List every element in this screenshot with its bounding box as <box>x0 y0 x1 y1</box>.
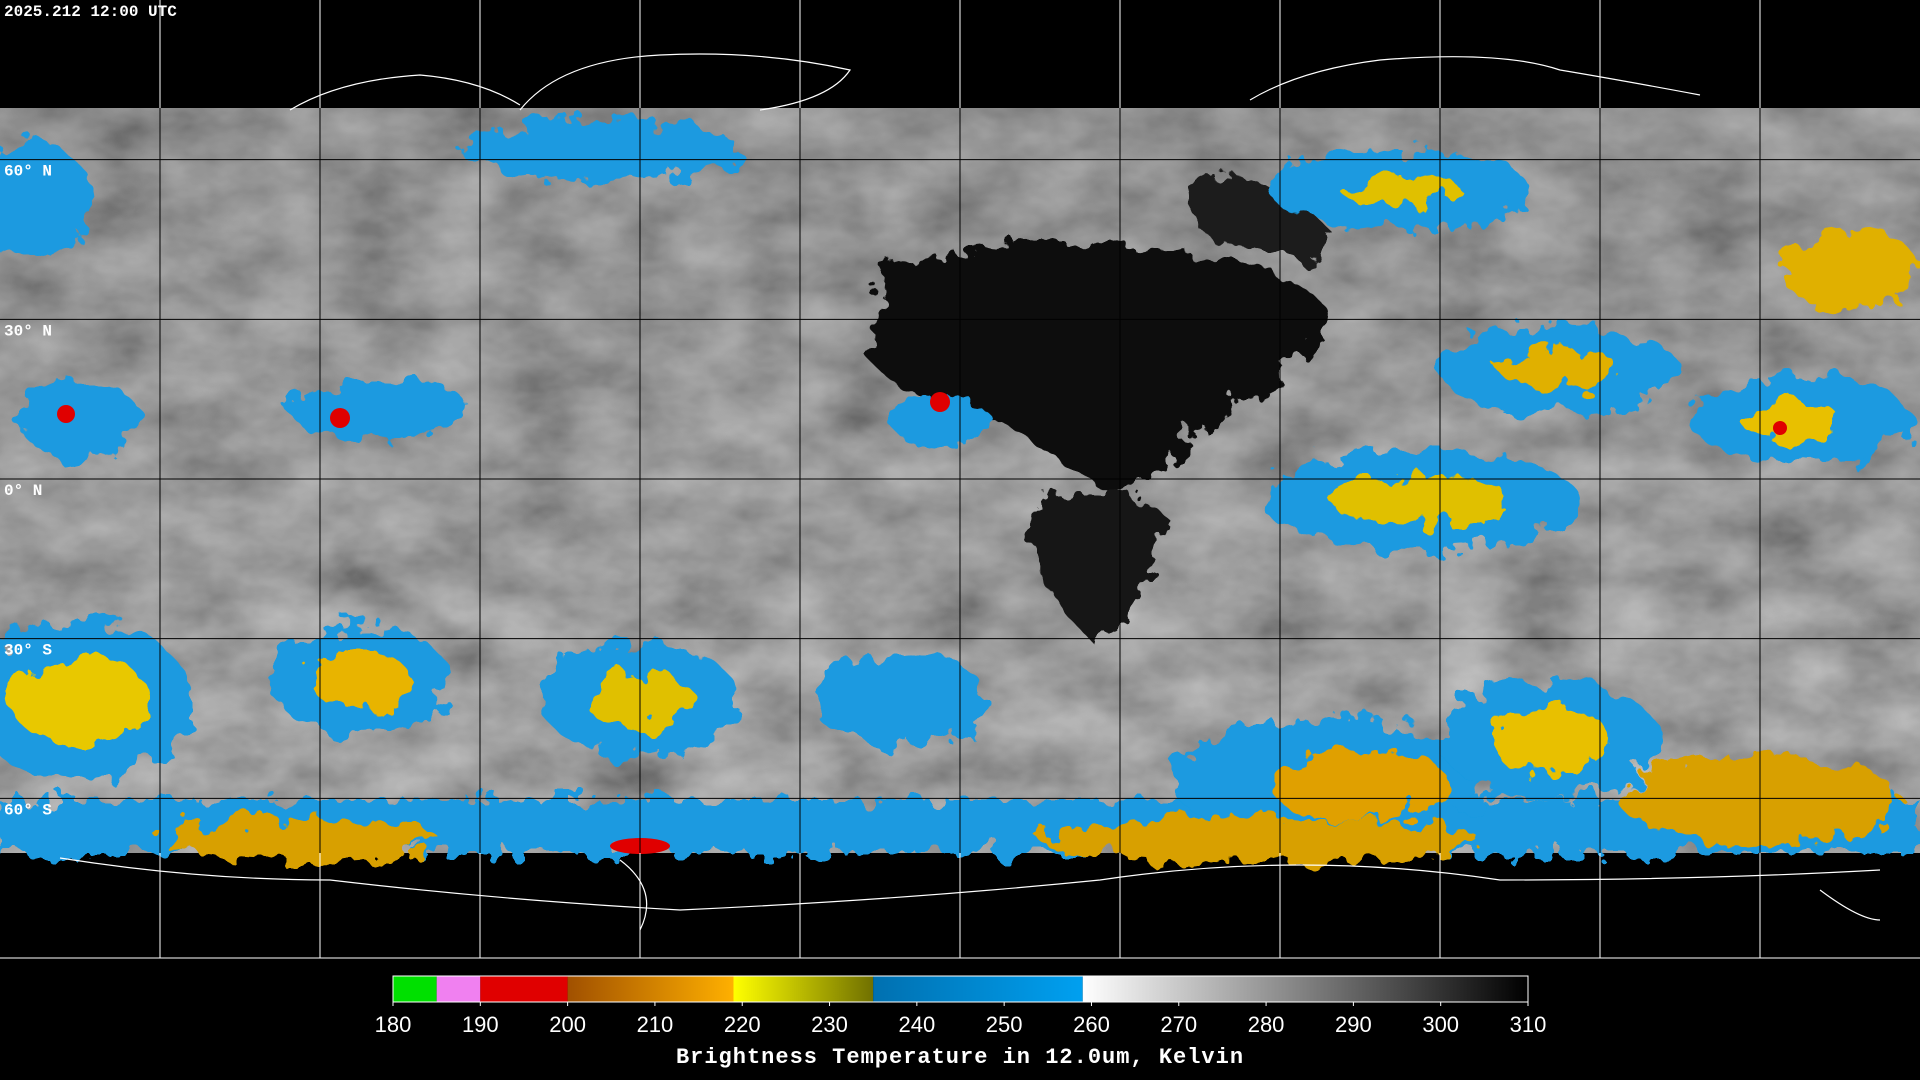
colorbar-tick-label: 190 <box>462 1012 499 1037</box>
colorbar-segment <box>733 976 874 1002</box>
latitude-label: 60° S <box>4 801 52 819</box>
colorbar-tick-label: 290 <box>1335 1012 1372 1037</box>
colorbar-tick-label: 310 <box>1510 1012 1547 1037</box>
colorbar-tick-label: 180 <box>375 1012 412 1037</box>
colorbar-tick-label: 220 <box>724 1012 761 1037</box>
graticule: 60° N 30° N 0° N 30° S 60° S <box>0 0 1920 959</box>
colorbar-tick-label: 260 <box>1073 1012 1110 1037</box>
colorbar-segment <box>567 976 734 1002</box>
colorbar-tick-label: 240 <box>898 1012 935 1037</box>
latitude-label: 60° N <box>4 163 52 181</box>
coastlines <box>59 53 1881 931</box>
colorbar-tick-label: 300 <box>1422 1012 1459 1037</box>
colorbar-segment <box>436 976 481 1002</box>
colorbar-tick-label: 250 <box>986 1012 1023 1037</box>
colorbar-segment <box>393 976 437 1002</box>
land-dark <box>870 175 1330 640</box>
colorbar-segment <box>480 976 568 1002</box>
latitude-label: 30° S <box>4 642 52 660</box>
latitude-label: 30° N <box>4 322 52 340</box>
colorbar-tick-label: 210 <box>637 1012 674 1037</box>
colorbar-tick-label: 270 <box>1160 1012 1197 1037</box>
colorbar-tick-label: 280 <box>1248 1012 1285 1037</box>
colorbar: 180 190 200 210 220 230 240 250 260 270 280 290 300 3… <box>375 975 1547 1037</box>
colorbar-tick-label: 230 <box>811 1012 848 1037</box>
colorbar-segment <box>873 976 1083 1002</box>
colorbar-title: Brightness Temperature in 12.0um, Kelvin <box>676 1045 1244 1070</box>
latitude-label: 0° N <box>4 482 42 500</box>
colorbar-segment <box>1082 976 1528 1002</box>
timestamp: 2025.212 12:00 UTC <box>4 3 177 21</box>
colorbar-frame <box>392 975 1529 1003</box>
colorbar-tick-label: 200 <box>549 1012 586 1037</box>
